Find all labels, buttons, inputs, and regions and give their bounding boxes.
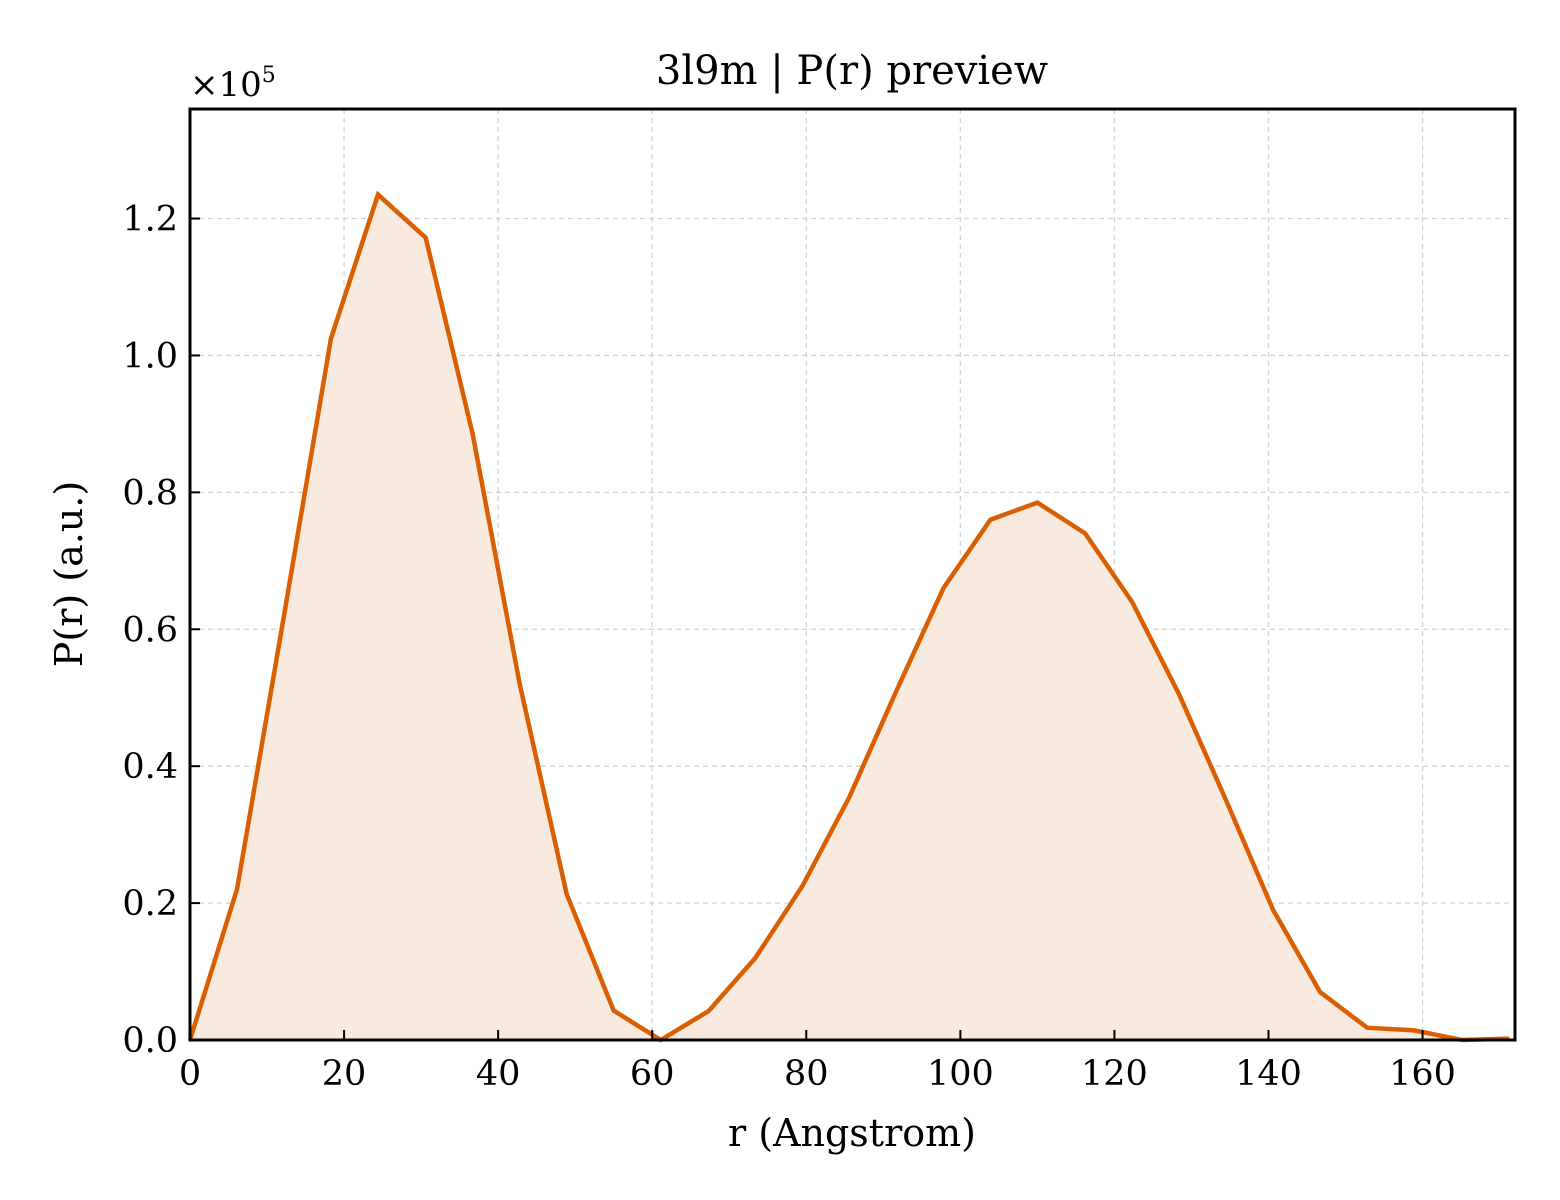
data-point — [376, 193, 380, 196]
data-point — [754, 956, 757, 960]
data-point — [1224, 799, 1228, 802]
y-tick-label: 1.2 — [122, 200, 178, 240]
y-tick-label: 0.2 — [122, 884, 178, 924]
x-tick-label: 160 — [1389, 1054, 1456, 1094]
y-tick-label: 0.6 — [122, 610, 178, 650]
data-point — [565, 893, 568, 896]
x-tick-label: 40 — [476, 1054, 521, 1094]
data-point — [282, 614, 286, 617]
data-point — [235, 888, 239, 891]
data-point — [1036, 501, 1039, 504]
x-tick-label: 20 — [322, 1054, 367, 1094]
y-tick-label: 0.8 — [122, 473, 178, 513]
data-point — [1083, 532, 1087, 535]
data-point — [518, 682, 521, 686]
plot-frame — [188, 107, 1517, 1042]
data-point — [471, 433, 474, 436]
data-point — [989, 518, 992, 521]
chart-title: 3l9m | P(r) preview — [656, 48, 1048, 94]
data-point — [1412, 1029, 1416, 1032]
y-tick-label: 0.0 — [122, 1021, 178, 1061]
data-points-layer — [188, 193, 1511, 1042]
y-tick-label: 1.0 — [122, 336, 178, 376]
x-tick-label: 80 — [784, 1054, 829, 1094]
data-point — [329, 337, 333, 340]
data-point — [1318, 990, 1322, 994]
data-point — [895, 689, 898, 693]
data-point — [801, 884, 804, 888]
y-multiplier-base: ×10 — [190, 65, 262, 105]
x-tick-label: 0 — [179, 1054, 201, 1094]
data-point — [1271, 908, 1275, 912]
data-point — [1177, 693, 1181, 696]
x-tick-label: 140 — [1235, 1054, 1302, 1094]
y-axis-multiplier: ×105 — [190, 63, 276, 105]
x-tick-label: 120 — [1081, 1054, 1148, 1094]
data-point — [942, 587, 945, 590]
x-tick-label: 100 — [927, 1054, 994, 1094]
data-point — [424, 236, 427, 239]
x-tick-label: 60 — [630, 1054, 675, 1094]
ticks-layer: 0 20 40 60 80 100 120 140 160 0.0 0.2 0.4 0.6 0.8 1.0 1… — [122, 200, 1456, 1094]
data-point — [1130, 600, 1134, 604]
data-point — [707, 1010, 710, 1013]
data-point — [848, 795, 851, 799]
pr-area-fill — [190, 194, 1509, 1041]
data-point — [612, 1009, 615, 1012]
data-point — [1365, 1026, 1369, 1029]
y-tick-label: 0.4 — [122, 747, 178, 787]
y-multiplier-exponent: 5 — [262, 63, 276, 88]
y-axis-label: P(r) (a.u.) — [47, 481, 91, 667]
x-axis-label: r (Angstrom) — [728, 1111, 976, 1155]
